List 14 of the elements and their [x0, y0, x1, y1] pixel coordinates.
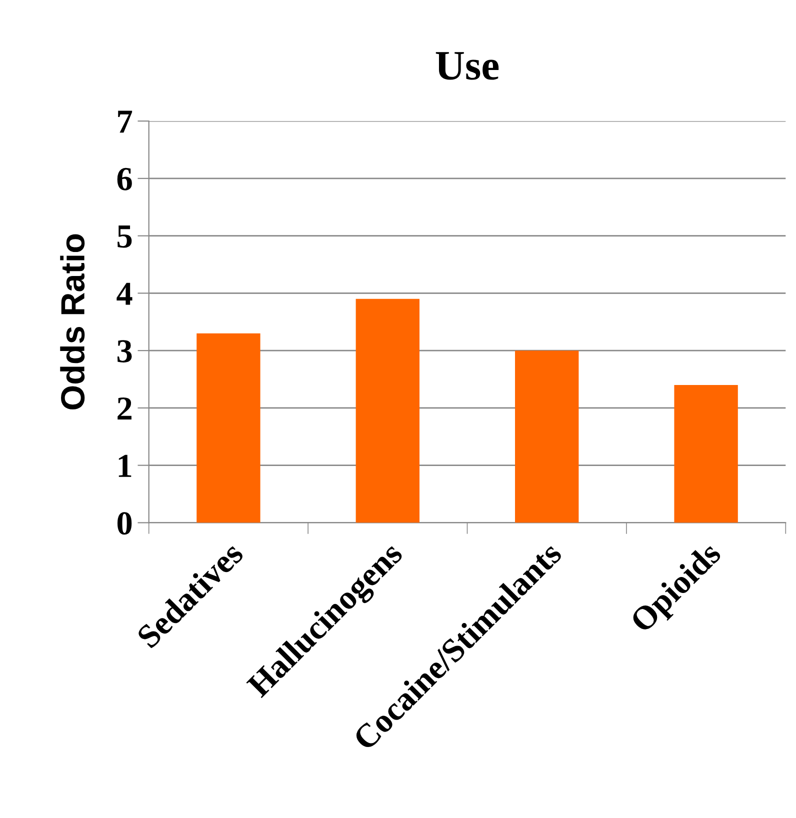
bar	[674, 385, 738, 523]
chart-title: Use	[436, 52, 499, 80]
y-tick-label: 4	[116, 282, 132, 305]
y-axis-title: Odds Ratio	[60, 234, 85, 410]
y-tick-label: 1	[118, 454, 132, 477]
y-tick-label: 6	[117, 168, 132, 190]
y-tick-label: 5	[118, 226, 132, 248]
y-tick-label: 2	[118, 397, 132, 420]
bar	[356, 298, 420, 523]
y-tick-label: 3	[117, 340, 132, 362]
y-tick-label: 7	[118, 110, 132, 133]
bar	[515, 350, 579, 523]
bar	[196, 333, 260, 523]
y-tick-label: 0	[117, 512, 132, 535]
